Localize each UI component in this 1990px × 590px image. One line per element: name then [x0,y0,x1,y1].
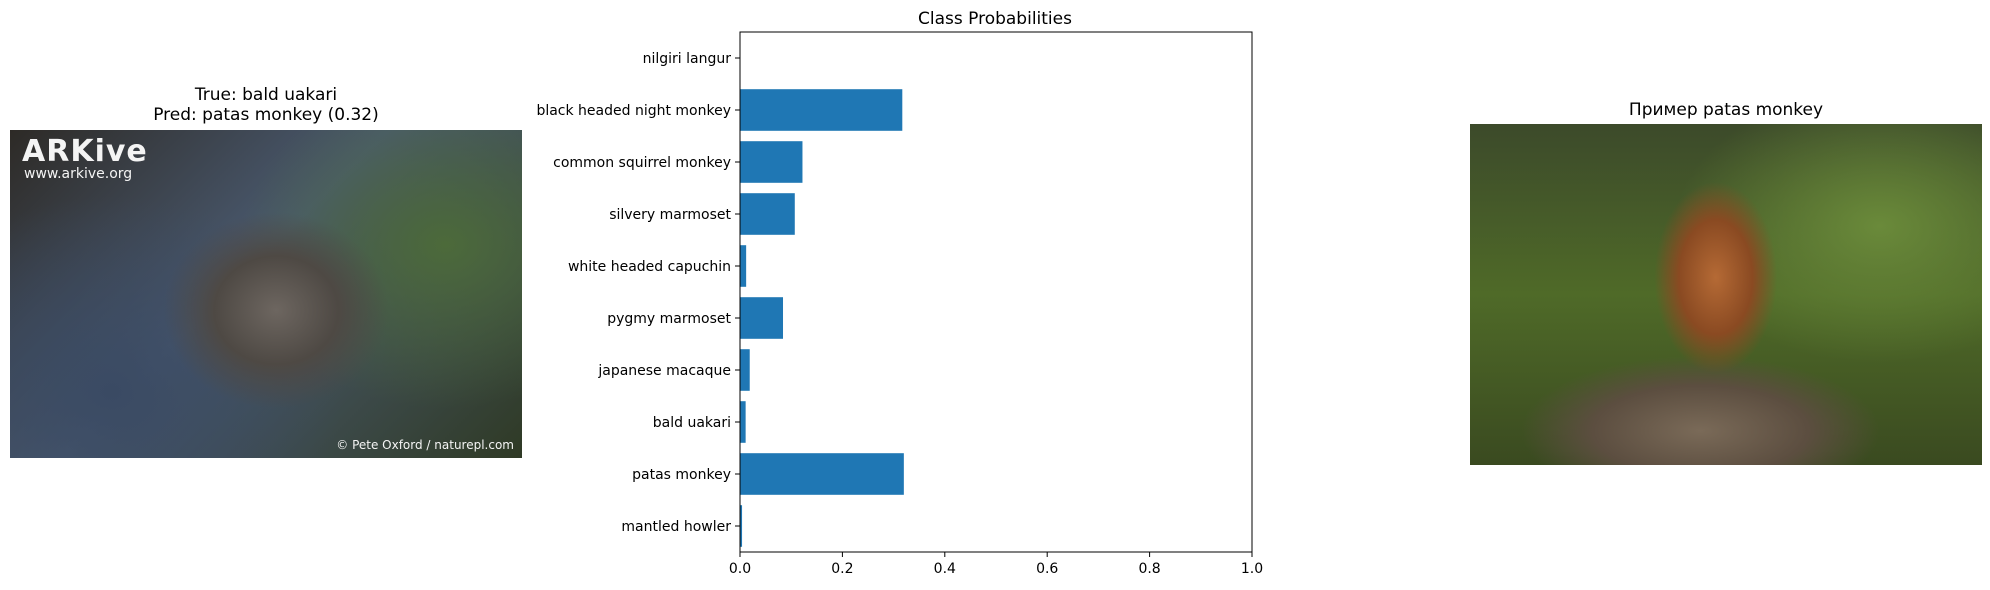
bar-pygmy-marmoset [740,297,784,339]
category-label: black headed night monkey [536,103,731,119]
category-label: patas monkey [632,467,731,483]
bar-common-squirrel-monkey [740,141,803,183]
bar-white-headed-capuchin [740,245,747,287]
category-label: mantled howler [621,519,731,535]
query-image-bald-uakari: ARKive www.arkive.org © Pete Oxford / na… [10,130,522,458]
x-tick-label: 0.6 [1036,561,1058,577]
category-label: white headed capuchin [568,259,731,275]
x-ticks: 0.0 0.2 0.4 0.6 0.8 1.0 [729,552,1263,577]
x-tick-label: 0.8 [1138,561,1160,577]
plot-frame [739,31,1253,553]
right-title: Пример patas monkey [1628,100,1824,120]
bar-black-headed-night-monkey [740,89,903,131]
category-labels: nilgiri langur black headed night monkey c… [536,51,740,535]
x-tick-label: 1.0 [1241,561,1263,577]
category-label: bald uakari [653,415,731,431]
example-image-patas-monkey [1470,124,1982,465]
chart-title: Class Probabilities [918,9,1072,29]
left-title-true: True: bald uakari [194,85,338,105]
bars-group [740,89,904,547]
category-label: common squirrel monkey [553,155,731,171]
x-tick-label: 0.2 [831,561,853,577]
photo-credit: © Pete Oxford / naturepl.com [336,438,514,452]
arkive-url: www.arkive.org [24,166,133,182]
bar-bald-uakari [740,401,746,443]
bar-patas-monkey [740,453,904,495]
category-label: japanese macaque [597,363,731,379]
bar-japanese-macaque [740,349,750,391]
arkive-logo: ARKive [22,134,148,169]
category-label: silvery marmoset [609,207,731,223]
x-tick-label: 0.0 [729,561,751,577]
bar-mantled-howler [740,505,743,547]
bar-silvery-marmoset [740,193,795,235]
left-title-pred: Pred: patas monkey (0.32) [153,105,379,125]
category-label: pygmy marmoset [607,311,731,327]
x-tick-label: 0.4 [934,561,956,577]
category-label: nilgiri langur [643,51,732,67]
